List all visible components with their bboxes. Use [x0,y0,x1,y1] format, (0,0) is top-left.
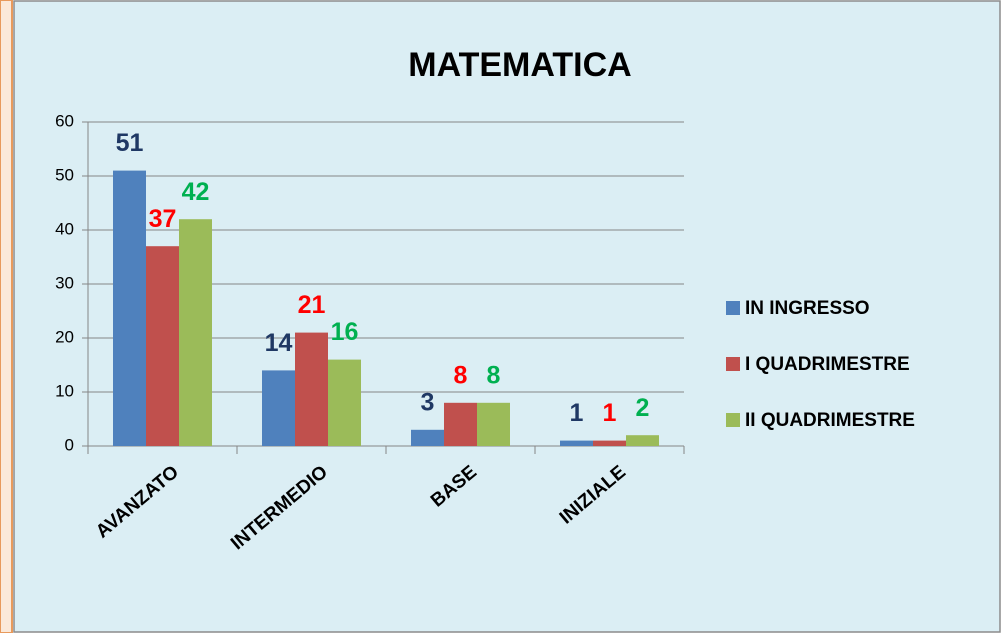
y-tick-label: 20 [55,327,74,346]
data-label: 8 [487,361,501,389]
legend-swatch [726,357,740,371]
data-label: 21 [298,291,326,319]
data-label: 42 [182,178,210,206]
legend-swatch [726,301,740,315]
y-tick-label: 0 [65,435,74,454]
y-tick-label: 60 [55,111,74,130]
data-label: 3 [421,388,435,416]
data-label: 51 [116,129,144,157]
legend-swatch [726,413,740,427]
data-label: 8 [454,361,468,389]
bar [179,219,212,446]
data-label: 1 [603,399,617,427]
y-tick-label: 30 [55,273,74,292]
bar [146,246,179,446]
bar [560,440,593,446]
data-label: 37 [149,205,177,233]
data-label: 1 [570,399,584,427]
bar [262,370,295,446]
y-tick-label: 10 [55,381,74,400]
chart-title: MATEMATICA [408,46,631,84]
y-tick-label: 40 [55,219,74,238]
legend-label: I QUADRIMESTRE [745,354,910,375]
bar [411,429,444,446]
y-tick-label: 50 [55,165,74,184]
bar [328,359,361,446]
legend-label: II QUADRIMESTRE [745,410,915,431]
bar [477,402,510,446]
side-panel [0,0,13,633]
bar [444,402,477,446]
bar [593,440,626,446]
data-label: 2 [636,394,650,422]
data-label: 16 [331,318,359,346]
bar [113,170,146,446]
bar [626,435,659,446]
bar [295,332,328,446]
data-label: 14 [265,329,293,357]
legend-label: IN INGRESSO [745,298,870,319]
